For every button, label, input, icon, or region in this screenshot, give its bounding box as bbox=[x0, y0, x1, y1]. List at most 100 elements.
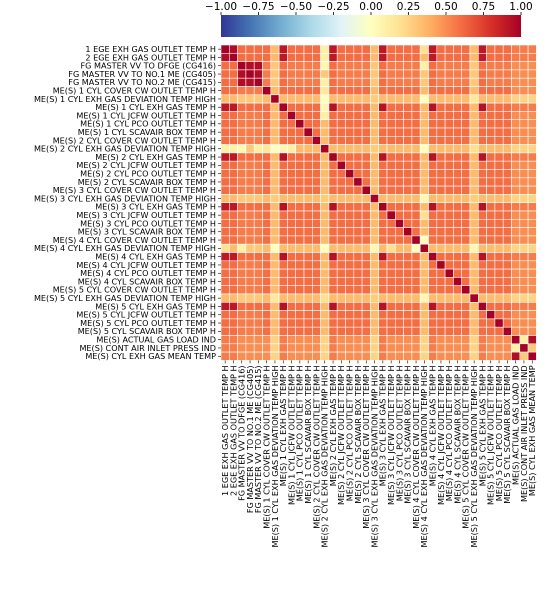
heatmap-cell bbox=[370, 44, 379, 54]
heatmap-cell bbox=[311, 318, 321, 328]
heatmap-cell bbox=[320, 144, 330, 154]
heatmap-cell bbox=[428, 235, 438, 245]
heatmap-cell bbox=[270, 169, 280, 179]
x-tick-label: ME(S) 4 CYL EXH GAS TEMP H bbox=[427, 365, 437, 486]
heatmap-cell bbox=[303, 202, 313, 212]
heatmap-cell bbox=[428, 268, 438, 278]
heatmap-cell bbox=[386, 144, 396, 154]
heatmap-cell bbox=[494, 252, 504, 262]
heatmap-cell bbox=[345, 86, 355, 96]
heatmap-cell bbox=[486, 177, 496, 187]
heatmap-cell bbox=[303, 119, 313, 129]
heatmap-cell bbox=[262, 219, 272, 228]
heatmap-cell bbox=[320, 277, 330, 286]
heatmap-cell bbox=[502, 44, 512, 54]
heatmap-cell bbox=[444, 136, 454, 145]
heatmap-cell bbox=[419, 160, 429, 170]
heatmap-cell bbox=[519, 119, 529, 129]
heatmap-cell bbox=[444, 77, 454, 87]
heatmap-cell bbox=[237, 310, 247, 320]
heatmap-cell bbox=[370, 61, 379, 71]
x-tick-label: ME(S) 1 CYL SCAVAIR BOX TEMP H bbox=[303, 365, 313, 503]
heatmap-cell bbox=[295, 136, 305, 145]
heatmap-cell bbox=[245, 326, 255, 336]
heatmap-cell bbox=[270, 185, 280, 195]
heatmap-cell bbox=[527, 243, 537, 253]
heatmap-cell bbox=[486, 293, 496, 303]
heatmap-cell bbox=[511, 285, 521, 295]
heatmap-cell bbox=[411, 318, 421, 328]
heatmap-cell bbox=[453, 277, 462, 286]
heatmap-cell bbox=[411, 69, 421, 79]
heatmap-cell bbox=[386, 210, 396, 220]
heatmap-cell bbox=[345, 102, 355, 112]
heatmap-cell bbox=[519, 160, 529, 170]
heatmap-cell bbox=[469, 185, 479, 195]
heatmap-cell bbox=[328, 202, 338, 212]
heatmap-cell bbox=[287, 119, 296, 129]
heatmap-cell bbox=[220, 102, 230, 112]
heatmap-cell bbox=[511, 318, 521, 328]
heatmap-cell bbox=[494, 285, 504, 295]
heatmap-cell bbox=[229, 252, 238, 262]
heatmap-cell bbox=[453, 136, 462, 145]
x-tick-label: ME(S) 1 CYL EXH GAS DEVIATION TEMP HIGH bbox=[270, 365, 280, 547]
heatmap-cell bbox=[229, 318, 238, 328]
heatmap-cell bbox=[328, 185, 338, 195]
heatmap-cell bbox=[311, 268, 321, 278]
y-tick-label: ME(S) 2 CYL SCAVAIR BOX TEMP H bbox=[78, 177, 216, 187]
heatmap-cell bbox=[245, 177, 255, 187]
heatmap-cell bbox=[229, 351, 238, 361]
y-tick-label: ME(S) 2 CYL EXH GAS DEVIATION TEMP HIGH bbox=[34, 144, 216, 154]
heatmap-cell bbox=[353, 260, 363, 270]
heatmap-cell bbox=[469, 310, 479, 320]
heatmap-cell bbox=[453, 326, 462, 336]
heatmap-cell bbox=[253, 343, 263, 353]
heatmap-cell bbox=[311, 127, 321, 137]
heatmap-cell bbox=[229, 343, 238, 353]
heatmap-cell bbox=[278, 52, 288, 62]
heatmap-cell bbox=[386, 351, 396, 361]
heatmap-cell bbox=[303, 136, 313, 145]
colorbar-tick-label: 0.00 bbox=[359, 1, 382, 13]
heatmap-cell bbox=[519, 144, 529, 154]
heatmap-cell bbox=[353, 185, 363, 195]
heatmap-cell bbox=[403, 185, 413, 195]
heatmap-cell bbox=[444, 202, 454, 212]
heatmap-cell bbox=[444, 52, 454, 62]
heatmap-cell bbox=[311, 152, 321, 162]
heatmap-cell bbox=[519, 343, 529, 353]
heatmap-cell bbox=[461, 202, 471, 212]
colorbar-tick-label: −0.50 bbox=[280, 1, 312, 13]
heatmap-cell bbox=[486, 52, 496, 62]
heatmap-cell bbox=[502, 277, 512, 286]
heatmap-cell bbox=[403, 235, 413, 245]
heatmap-cell bbox=[262, 44, 272, 54]
heatmap-cell bbox=[378, 111, 388, 121]
heatmap-cell bbox=[295, 61, 305, 71]
heatmap-cell bbox=[519, 318, 529, 328]
heatmap-cell bbox=[336, 318, 346, 328]
heatmap-cell bbox=[378, 102, 388, 112]
heatmap-cell bbox=[453, 160, 462, 170]
heatmap-cell bbox=[237, 69, 247, 79]
heatmap-cell bbox=[370, 169, 379, 179]
heatmap-cell bbox=[345, 219, 355, 228]
heatmap-cell bbox=[511, 351, 521, 361]
heatmap-cell bbox=[361, 44, 371, 54]
heatmap-cell bbox=[453, 127, 462, 137]
heatmap-cell bbox=[486, 351, 496, 361]
heatmap-cell bbox=[428, 202, 438, 212]
y-tick-label: ME(S) 2 CYL EXH GAS TEMP H bbox=[95, 152, 216, 162]
heatmap-cell bbox=[311, 160, 321, 170]
heatmap-cell bbox=[394, 227, 404, 237]
heatmap-cell bbox=[345, 177, 355, 187]
heatmap-cell bbox=[486, 335, 496, 345]
x-tick-label: ME(S) 2 CYL COVER CW OUTLET TEMP H bbox=[311, 365, 321, 528]
heatmap-cell bbox=[220, 227, 230, 237]
heatmap-cell bbox=[229, 86, 238, 96]
heatmap-cell bbox=[229, 260, 238, 270]
heatmap-cell bbox=[486, 210, 496, 220]
heatmap-cell bbox=[361, 227, 371, 237]
heatmap-cell bbox=[378, 343, 388, 353]
